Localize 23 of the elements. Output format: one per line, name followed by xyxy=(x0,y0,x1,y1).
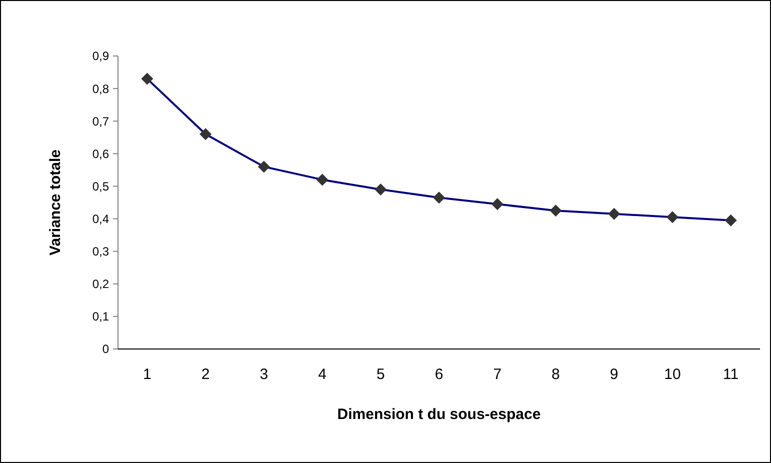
x-tick-label: 5 xyxy=(376,366,385,383)
x-tick-label: 9 xyxy=(610,366,618,383)
x-tick-label: 2 xyxy=(201,366,210,383)
y-tick-label: 0,5 xyxy=(92,179,110,194)
y-tick-label: 0,1 xyxy=(92,310,110,324)
x-tick-label: 1 xyxy=(143,366,152,383)
x-tick-label: 10 xyxy=(664,366,681,383)
x-tick-label: 4 xyxy=(318,366,326,383)
x-tick-label: 7 xyxy=(493,366,502,383)
y-tick-label: 0 xyxy=(102,342,110,356)
y-tick-label: 0,9 xyxy=(92,49,110,64)
y-axis-title: Variance totale xyxy=(47,150,64,256)
x-tick-label: 3 xyxy=(260,366,268,383)
x-tick-label: 6 xyxy=(434,366,444,383)
y-tick-label: 0,2 xyxy=(92,277,110,292)
x-axis-title: Dimension t du sous-espace xyxy=(337,406,541,423)
x-tick-label: 8 xyxy=(552,366,560,383)
y-tick-label: 0,6 xyxy=(92,146,110,161)
y-tick-label: 0,4 xyxy=(92,212,110,226)
y-tick-label: 0,8 xyxy=(92,82,110,96)
y-tick-label: 0,7 xyxy=(92,114,110,128)
x-tick-label: 11 xyxy=(723,366,739,383)
y-tick-label: 0,3 xyxy=(92,244,110,259)
